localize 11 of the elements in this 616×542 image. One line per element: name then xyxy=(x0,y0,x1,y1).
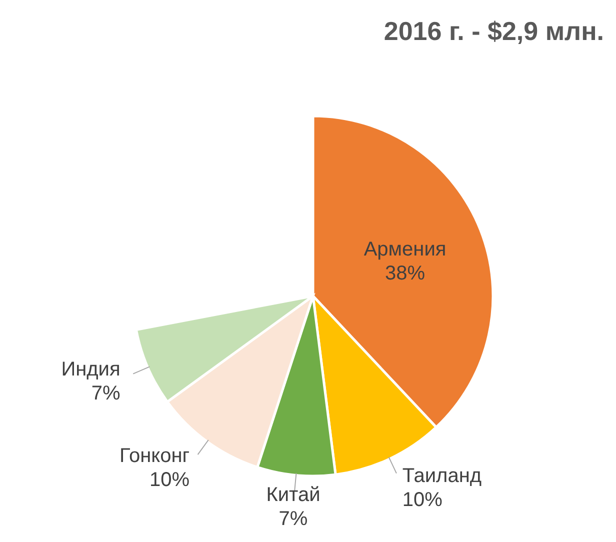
data-label: 10% xyxy=(150,468,190,491)
data-label: 7% xyxy=(91,382,120,404)
chart-title: 2016 г. - $2,9 млн. xyxy=(384,16,604,46)
data-label: 7% xyxy=(278,508,308,530)
slice-label: Армения xyxy=(364,238,446,261)
slice-label: Индия xyxy=(61,358,120,380)
data-label: 38% xyxy=(385,262,426,285)
data-label: 10% xyxy=(402,489,443,512)
slice-label: Таиланд xyxy=(402,465,482,488)
slice-label: Гонконг xyxy=(119,444,190,467)
slice-label: Китай xyxy=(266,484,320,506)
